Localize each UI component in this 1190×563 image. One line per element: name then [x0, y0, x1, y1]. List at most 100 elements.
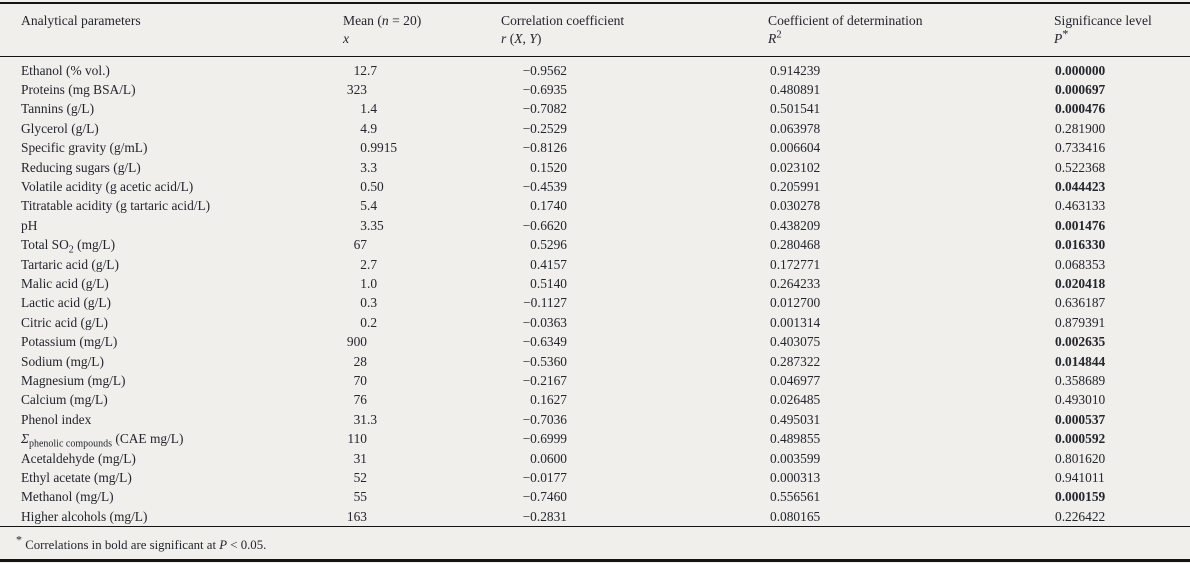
significance-cell: 0.522368 — [1055, 159, 1106, 175]
column-header-symbol: x — [343, 30, 501, 48]
mean-fraction: .3 — [367, 295, 378, 311]
parameter-text: 2 — [68, 244, 74, 256]
mean-integer: 3 — [360, 159, 367, 175]
mean-cell: 3.3 — [343, 158, 501, 177]
footnote-asterisk: * — [16, 532, 22, 547]
correlation-cell: −0.0177 — [501, 468, 768, 487]
correlation-value: −0.6935 — [522, 81, 567, 97]
column-header-determination: Coefficient of determination R2 — [768, 3, 1054, 57]
parameter-text: Tartaric acid (g/L) — [21, 256, 119, 272]
significance-cell: 0.493010 — [1055, 392, 1106, 408]
mean-integer: 2 — [360, 256, 367, 272]
mean-cell: 67 — [343, 235, 501, 254]
parameter-cell: Phenol index — [0, 410, 343, 429]
parameter-text: Citric acid (g/L) — [21, 314, 109, 330]
mean-cell: 1.4 — [343, 99, 501, 118]
parameter-cell: Σphenolic compounds (CAE mg/L) — [0, 429, 343, 450]
correlation-value: 0.1520 — [530, 159, 567, 175]
correlation-cell: −0.9562 — [501, 56, 768, 80]
parameter-cell: Malic acid (g/L) — [0, 274, 343, 293]
parameter-text: Total SO — [21, 237, 69, 253]
mean-cell: 3.35 — [343, 216, 501, 235]
parameter-cell: pH — [0, 216, 343, 235]
mean-integer: 1 — [360, 101, 367, 117]
determination-cell: 0.046977 — [770, 373, 821, 388]
correlation-value: −0.2529 — [522, 120, 567, 136]
parameter-cell: Higher alcohols (mg/L) — [0, 506, 343, 528]
parameter-cell: Tannins (g/L) — [0, 99, 343, 118]
table-row: Methanol (mg/L) 55 −0.7460 0.556561 0.000159 — [0, 487, 1190, 506]
significance-cell: 0.281900 — [1055, 120, 1106, 136]
determination-cell: 0.264233 — [770, 275, 821, 291]
mean-integer: 67 — [353, 237, 367, 253]
correlation-cell: 0.4157 — [501, 255, 768, 274]
parameter-cell: Citric acid (g/L) — [0, 313, 343, 332]
table-row: Malic acid (g/L) 1.0 0.5140 0.264233 0.02041… — [0, 274, 1190, 293]
mean-integer: 323 — [346, 81, 367, 97]
table-row: Lactic acid (g/L) 0.3 −0.1127 0.012700 0.636… — [0, 293, 1190, 312]
superscript-2: 2 — [776, 29, 782, 41]
determination-cell: 0.030278 — [770, 198, 821, 214]
mean-cell: 163 — [343, 506, 501, 528]
column-header-symbol: r (X, Y) — [501, 30, 768, 48]
table-row: Total SO2 (mg/L) 67 0.5296 0.280468 0.016330 — [0, 235, 1190, 256]
correlation-value: −0.1127 — [523, 295, 567, 311]
determination-cell: 0.438209 — [770, 217, 821, 233]
parameter-cell: Calcium (mg/L) — [0, 390, 343, 409]
column-header-symbol: P* — [1054, 27, 1190, 48]
mean-integer: 76 — [353, 392, 367, 408]
parameter-text: Tannins (g/L) — [21, 101, 95, 117]
correlation-value: 0.5140 — [530, 275, 567, 291]
footnote-text: Correlations in bold are significant at … — [25, 538, 266, 552]
mean-integer: 1 — [360, 275, 367, 291]
mean-integer: 0 — [360, 295, 367, 311]
determination-cell: 0.006604 — [770, 140, 821, 156]
parameter-text: pH — [21, 217, 38, 233]
mean-cell: 0.50 — [343, 177, 501, 196]
header-text: Mean ( — [343, 13, 382, 28]
parameter-text: phenolic compounds — [28, 438, 113, 450]
correlation-table: Analytical parameters Mean (n = 20) x Co… — [0, 2, 1190, 528]
mean-cell: 76 — [343, 390, 501, 409]
correlation-cell: −0.6620 — [501, 216, 768, 235]
parameter-cell: Specific gravity (g/mL) — [0, 138, 343, 157]
table-row: Tannins (g/L) 1.4 −0.7082 0.501541 0.000476 — [0, 99, 1190, 118]
determination-cell: 0.287322 — [770, 353, 821, 369]
mean-cell: 4.9 — [343, 119, 501, 138]
mean-fraction: .50 — [367, 178, 384, 194]
p-symbol: P — [219, 538, 228, 553]
mean-fraction: .3 — [367, 411, 378, 427]
determination-cell: 0.403075 — [770, 334, 821, 350]
significance-cell: 0.941011 — [1055, 470, 1105, 486]
determination-cell: 0.501541 — [770, 101, 821, 117]
parameter-cell: Reducing sugars (g/L) — [0, 158, 343, 177]
column-header-label: Correlation coefficient — [501, 13, 625, 28]
significance-cell: 0.068353 — [1055, 256, 1106, 272]
determination-cell: 0.012700 — [770, 295, 821, 311]
mean-fraction: .7 — [367, 256, 378, 272]
mean-fraction: .4 — [367, 101, 378, 117]
header-text: ) — [536, 31, 542, 46]
column-header-symbol: R2 — [768, 30, 1054, 48]
parameter-cell: Proteins (mg BSA/L) — [0, 80, 343, 99]
correlation-cell: 0.1740 — [501, 196, 768, 215]
header-text: = 20) — [388, 13, 422, 28]
determination-cell: 0.280468 — [770, 237, 821, 253]
correlation-cell: −0.7460 — [501, 487, 768, 506]
parameter-text: Titratable acidity (g tartaric acid/L) — [21, 198, 211, 214]
correlation-value: −0.9562 — [522, 62, 567, 78]
correlation-value: −0.7460 — [522, 489, 567, 505]
determination-cell: 0.080165 — [768, 506, 1054, 528]
correlation-cell: −0.0363 — [501, 313, 768, 332]
correlation-cell: −0.7082 — [501, 99, 768, 118]
parameter-text: (CAE mg/L) — [112, 431, 184, 447]
correlation-cell: −0.6349 — [501, 332, 768, 351]
parameter-cell: Volatile acidity (g acetic acid/L) — [0, 177, 343, 196]
correlation-value: −0.0363 — [522, 314, 567, 330]
table-row: Magnesium (mg/L) 70 −0.2167 0.046977 0.35868… — [0, 371, 1190, 390]
column-header-parameters: Analytical parameters — [0, 3, 343, 57]
correlation-value: −0.6349 — [522, 334, 567, 350]
table-row: pH 3.35 −0.6620 0.438209 0.001476 — [0, 216, 1190, 235]
significance-cell: 0.733416 — [1055, 140, 1106, 156]
parameter-cell: Ethanol (% vol.) — [0, 56, 343, 80]
